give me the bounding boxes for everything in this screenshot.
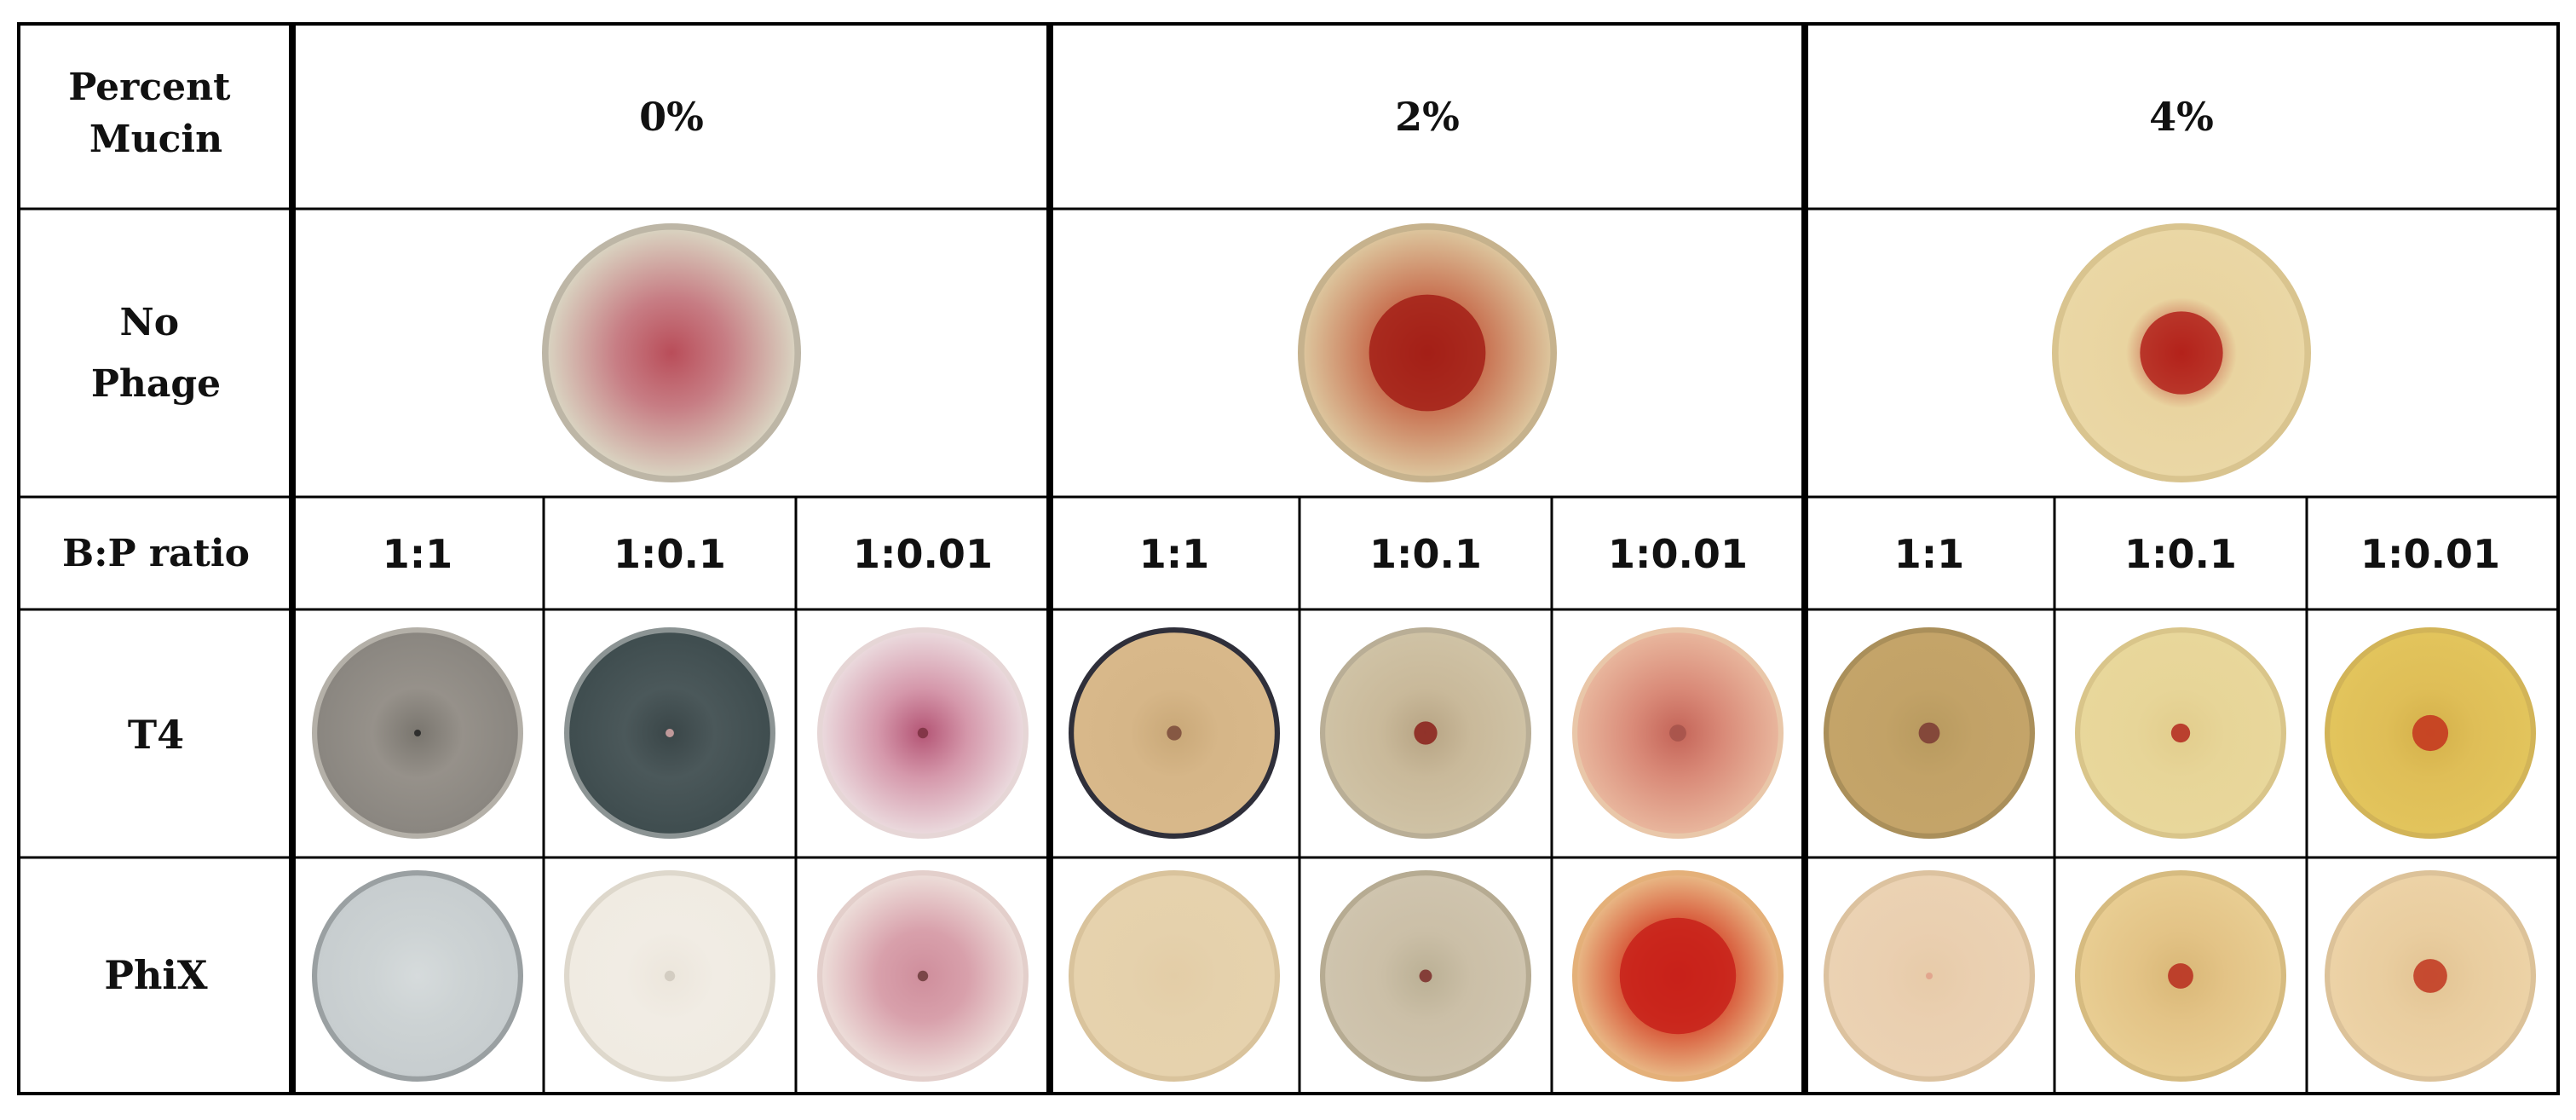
t4-plate [817, 627, 1029, 839]
ratio-header: 1:0.01 [853, 531, 993, 577]
ratio-header: 1:0.01 [1608, 531, 1748, 577]
group-dividers [289, 24, 1808, 1094]
row-header-phix: PhiX [104, 952, 208, 998]
row-header-no-phage: No Phage [91, 301, 221, 406]
no-phage-plate [542, 223, 801, 482]
subcolumn-dividers [542, 497, 2308, 1094]
phix-plate [2325, 870, 2536, 1082]
plate-colony-spot [917, 727, 929, 739]
phix-plate [564, 870, 775, 1082]
phix-plate [1069, 870, 1280, 1082]
no-phage-plate [2052, 223, 2311, 482]
no-phage-plate [1298, 223, 1557, 482]
plate-colony-spot [2413, 959, 2447, 993]
mucin-header-4: 4% [2149, 94, 2214, 140]
plate-colony-spot [1926, 973, 1933, 979]
plate-colony-spot [664, 970, 676, 982]
t4-plate [1824, 627, 2035, 839]
t4-plate [2075, 627, 2286, 839]
mucin-header-0: 0% [639, 94, 704, 140]
row-header-no-phage-line2: Phage [91, 362, 221, 406]
ratio-headers: 1:1 1:0.1 1:0.01 1:1 1:0.1 1:0.01 1:1 1:… [383, 531, 2500, 577]
row-header-mucin: Percent Mucin [68, 66, 244, 161]
row-header-bp-ratio: B:P ratio [62, 532, 250, 575]
t4-plate [1320, 627, 1531, 839]
mucin-header-2: 2% [1395, 94, 1460, 140]
row-header-t4: T4 [128, 712, 184, 758]
row-header-mucin-line2: Mucin [89, 118, 222, 161]
petri-plates [312, 223, 2536, 1082]
ratio-header: 1:1 [383, 531, 452, 577]
t4-plate [1572, 627, 1784, 839]
t4-plate [312, 627, 523, 839]
plate-agar [317, 875, 518, 1077]
ratio-header: 1:1 [1894, 531, 1964, 577]
row-header-mucin-line1: Percent [68, 66, 231, 109]
plate-colony-spot [1167, 725, 1182, 741]
plate-colony-spot [1918, 722, 1940, 744]
ratio-header: 1:0.1 [614, 531, 726, 577]
plate-colony-spot [1619, 917, 1737, 1035]
plate-colony-spot [2170, 723, 2191, 743]
t4-plate [564, 627, 775, 839]
plate-colony-spot [917, 970, 929, 982]
phix-plate [1572, 870, 1784, 1082]
ratio-header: 1:0.1 [1369, 531, 1482, 577]
ratio-header: 1:0.01 [2360, 531, 2500, 577]
row-header-no-phage-line1: No [120, 301, 180, 344]
t4-plate [2325, 627, 2536, 839]
phix-plate [1824, 870, 2035, 1082]
plate-colony-spot [414, 730, 421, 736]
plate-colony-spot [2140, 311, 2223, 395]
plate-colony-spot [2412, 714, 2449, 752]
phix-plate [1320, 870, 1531, 1082]
plate-agar [548, 229, 795, 476]
phix-plate [2075, 870, 2286, 1082]
plate-colony-spot [1669, 725, 1686, 742]
plate-colony-spot [666, 729, 674, 737]
phix-plate [817, 870, 1029, 1082]
ratio-header: 1:0.1 [2124, 531, 2237, 577]
plate-colony-spot [1414, 721, 1438, 745]
plate-colony-spot [1369, 294, 1486, 412]
plate-colony-spot [2168, 963, 2193, 989]
plate-colony-spot [1419, 969, 1432, 983]
plate-agar [1074, 875, 1275, 1077]
row-dividers [19, 207, 2558, 859]
phix-plate [312, 870, 523, 1082]
t4-plate [1069, 627, 1280, 839]
table-border [17, 22, 2560, 1095]
ratio-header: 1:1 [1139, 531, 1209, 577]
